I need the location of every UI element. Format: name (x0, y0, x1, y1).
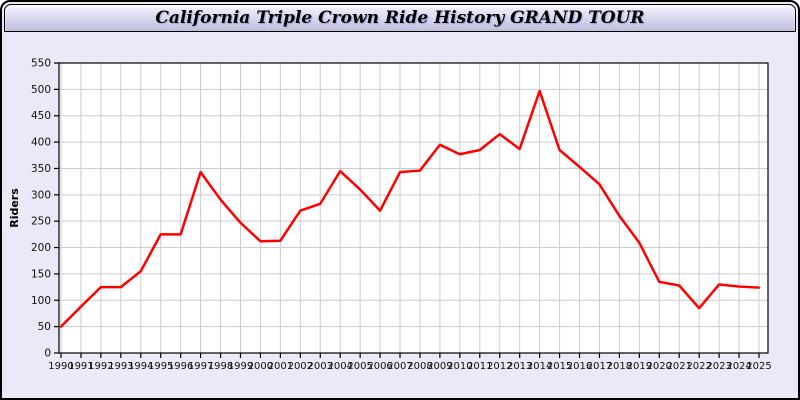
x-tick-label: 2011 (467, 361, 492, 372)
x-tick-label: 2006 (367, 361, 392, 372)
x-tick-label: 1994 (128, 361, 153, 372)
x-tick-label: 2000 (248, 361, 273, 372)
y-tick-label: 450 (31, 110, 51, 122)
y-tick-label: 550 (31, 58, 51, 70)
y-tick-label: 200 (31, 242, 51, 254)
x-tick-label: 2017 (587, 361, 612, 372)
y-tick-label: 500 (31, 84, 51, 96)
x-tick-label: 2013 (507, 361, 532, 372)
x-tick-label: 2023 (706, 361, 731, 372)
x-tick-label: 1991 (68, 361, 93, 372)
riders-line (59, 89, 761, 328)
x-tick-label: 2012 (487, 361, 512, 372)
plot-area (59, 63, 768, 353)
x-tick-label: 1990 (48, 361, 73, 372)
y-tick-label: 300 (31, 189, 51, 201)
y-tick-label: 400 (31, 137, 51, 149)
x-tick-label: 2001 (268, 361, 293, 372)
y-tick-label: 0 (44, 348, 51, 360)
x-tick-label: 1996 (168, 361, 193, 372)
y-tick-label: 100 (31, 295, 51, 307)
chart-title: California Triple Crown Ride History GRA… (155, 8, 645, 28)
title-bar: California Triple Crown Ride History GRA… (4, 4, 796, 32)
ride-history-chart: 0501001502002503003504004505005501990199… (8, 58, 772, 373)
x-tick-label: 1999 (228, 361, 253, 372)
chart-panel: 0 50 100 150 200 250 300 350 400 450 500 550 1990 199… (4, 33, 796, 398)
plot-frame (58, 62, 769, 354)
x-tick-label: 1998 (208, 361, 233, 372)
y-tick-label: 150 (31, 268, 51, 280)
x-tick-label: 2014 (527, 361, 552, 372)
x-tick-label: 2003 (308, 361, 333, 372)
x-tick-label: 2018 (607, 361, 632, 372)
x-tick-label: 2005 (347, 361, 372, 372)
x-tick-label: 2020 (647, 361, 672, 372)
x-tick-label: 2007 (387, 361, 412, 372)
y-axis-title: Riders (8, 188, 21, 228)
x-tick-label: 1995 (148, 361, 173, 372)
x-tick-label: 2010 (447, 361, 472, 372)
x-tick-label: 2016 (567, 361, 592, 372)
x-tick-label: 2019 (627, 361, 652, 372)
x-tick-label: 2024 (726, 361, 751, 372)
x-tick-label: 1997 (188, 361, 213, 372)
x-tick-label: 2022 (686, 361, 711, 372)
x-tick-label: 2021 (667, 361, 692, 372)
x-tick-label: 1992 (88, 361, 113, 372)
x-tick-label: 2015 (547, 361, 572, 372)
y-tick-label: 350 (31, 163, 51, 175)
y-tick-label: 50 (38, 321, 51, 333)
x-tick-label: 1993 (108, 361, 133, 372)
y-tick-label: 250 (31, 216, 51, 228)
x-tick-label: 2008 (407, 361, 432, 372)
x-tick-label: 2002 (288, 361, 313, 372)
x-tick-label: 2004 (327, 361, 352, 372)
x-tick-label: 2009 (427, 361, 452, 372)
x-tick-label: 2025 (746, 361, 771, 372)
